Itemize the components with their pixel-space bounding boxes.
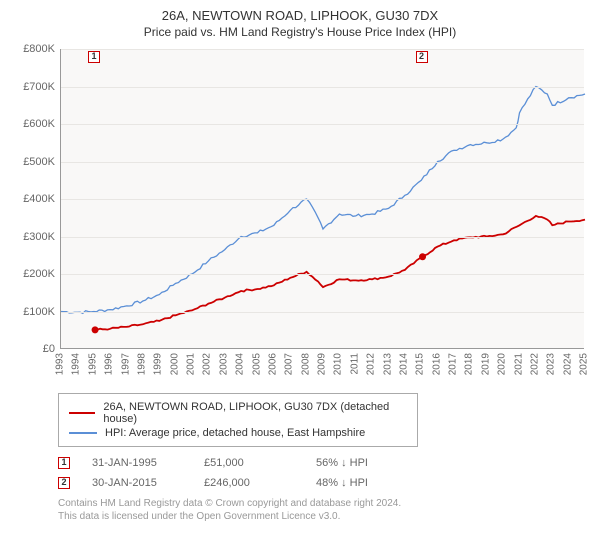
x-tick-label: 2005 — [251, 353, 262, 375]
x-tick-label: 2021 — [513, 353, 524, 375]
legend-label: 26A, NEWTOWN ROAD, LIPHOOK, GU30 7DX (de… — [103, 401, 407, 425]
x-tick-label: 2004 — [235, 353, 246, 375]
transaction-pct: 48% ↓ HPI — [316, 477, 406, 489]
transaction-row: 1 31-JAN-1995 £51,000 56% ↓ HPI — [58, 457, 590, 469]
x-tick-label: 2012 — [366, 353, 377, 375]
x-axis-labels: 1993199419951996199719981999200020012002… — [60, 353, 584, 385]
legend-box: 26A, NEWTOWN ROAD, LIPHOOK, GU30 7DX (de… — [58, 393, 418, 447]
x-tick-label: 2013 — [382, 353, 393, 375]
footer-line-2: This data is licensed under the Open Gov… — [58, 510, 590, 523]
x-tick-label: 2003 — [218, 353, 229, 375]
x-tick-label: 2017 — [448, 353, 459, 375]
grid-line — [61, 162, 584, 163]
x-tick-label: 1999 — [153, 353, 164, 375]
transaction-marker: 1 — [58, 457, 70, 469]
chart-area: 1993 1994 1995 1996 1997 1998 1999 2000 2001 2002… — [12, 45, 588, 385]
y-tick-label: £200K — [23, 268, 55, 280]
x-tick-label: 2016 — [431, 353, 442, 375]
x-tick-label: 2009 — [317, 353, 328, 375]
legend-swatch — [69, 432, 97, 434]
y-tick-label: £600K — [23, 118, 55, 130]
x-tick-label: 1993 — [55, 353, 66, 375]
y-tick-label: £300K — [23, 231, 55, 243]
x-tick-label: 2019 — [480, 353, 491, 375]
x-tick-label: 1997 — [120, 353, 131, 375]
x-tick-label: 2025 — [579, 353, 590, 375]
legend-item: HPI: Average price, detached house, East… — [69, 427, 407, 439]
x-tick-label: 2015 — [415, 353, 426, 375]
x-tick-label: 2002 — [202, 353, 213, 375]
y-tick-label: £700K — [23, 81, 55, 93]
x-tick-label: 2020 — [497, 353, 508, 375]
legend-label: HPI: Average price, detached house, East… — [105, 427, 365, 439]
x-tick-label: 2001 — [186, 353, 197, 375]
sale-marker-box: 2 — [416, 51, 428, 63]
x-tick-label: 2023 — [546, 353, 557, 375]
x-tick-label: 2010 — [333, 353, 344, 375]
chart-title: 26A, NEWTOWN ROAD, LIPHOOK, GU30 7DX — [10, 8, 590, 23]
transaction-price: £246,000 — [204, 477, 294, 489]
legend-item: 26A, NEWTOWN ROAD, LIPHOOK, GU30 7DX (de… — [69, 401, 407, 425]
y-tick-label: £0 — [43, 343, 55, 355]
x-tick-label: 2022 — [529, 353, 540, 375]
y-tick-label: £500K — [23, 156, 55, 168]
grid-line — [61, 237, 584, 238]
x-tick-label: 2014 — [398, 353, 409, 375]
legend-swatch — [69, 412, 95, 414]
grid-line — [61, 87, 584, 88]
footer-text: Contains HM Land Registry data © Crown c… — [58, 497, 590, 523]
sale-marker-box: 1 — [88, 51, 100, 63]
plot-region — [60, 49, 584, 349]
transaction-marker: 2 — [58, 477, 70, 489]
sale-marker-dot — [92, 326, 99, 333]
grid-line — [61, 124, 584, 125]
transaction-list: 1 31-JAN-1995 £51,000 56% ↓ HPI 2 30-JAN-2015… — [58, 457, 590, 489]
grid-line — [61, 199, 584, 200]
footer-line-1: Contains HM Land Registry data © Crown c… — [58, 497, 590, 510]
y-tick-label: £800K — [23, 43, 55, 55]
transaction-row: 2 30-JAN-2015 £246,000 48% ↓ HPI — [58, 477, 590, 489]
transaction-date: 30-JAN-2015 — [92, 477, 182, 489]
grid-line — [61, 274, 584, 275]
y-tick-label: £400K — [23, 193, 55, 205]
x-tick-label: 1998 — [136, 353, 147, 375]
grid-line — [61, 49, 584, 50]
y-tick-label: £100K — [23, 306, 55, 318]
x-tick-label: 1996 — [104, 353, 115, 375]
transaction-pct: 56% ↓ HPI — [316, 457, 406, 469]
series-price-paid — [95, 216, 585, 330]
grid-line — [61, 312, 584, 313]
x-tick-label: 2000 — [169, 353, 180, 375]
x-tick-label: 2007 — [284, 353, 295, 375]
x-tick-label: 2024 — [562, 353, 573, 375]
transaction-date: 31-JAN-1995 — [92, 457, 182, 469]
x-tick-label: 2008 — [300, 353, 311, 375]
sale-marker-dot — [419, 253, 426, 260]
x-tick-label: 1994 — [71, 353, 82, 375]
x-tick-label: 2006 — [267, 353, 278, 375]
x-tick-label: 2011 — [349, 353, 360, 375]
transaction-price: £51,000 — [204, 457, 294, 469]
x-tick-label: 2018 — [464, 353, 475, 375]
chart-subtitle: Price paid vs. HM Land Registry's House … — [10, 25, 590, 39]
x-tick-label: 1995 — [87, 353, 98, 375]
